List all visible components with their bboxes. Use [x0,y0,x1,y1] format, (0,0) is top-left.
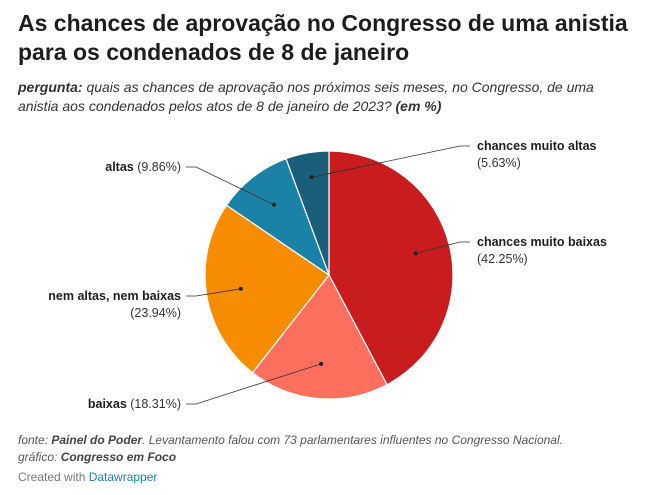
pie-chart: chances muito baixas (42.25%) baixas (18.3… [48,139,607,411]
pie-slice-baixas [251,273,388,400]
leader-line [186,166,275,206]
slice-label-name: chances muito baixas [477,235,607,249]
datawrapper-link[interactable]: Datawrapper [88,470,158,484]
chart-title: As chances de aprovação no Congresso de … [18,10,628,65]
leader-dot [272,202,276,207]
leader-dot [319,361,324,366]
chart-notes: fonte: Painel do Poder. Levantamento fal… [18,432,643,466]
leader-line [186,363,322,405]
datawrapper-credit: Created with Datawrapper [18,470,158,484]
graphic-author: Congresso em Foco [60,450,177,464]
subtitle-text: quais as chances de aprovação nos próxim… [18,79,594,114]
slice-label-value: (5.63%) [477,156,521,170]
leader-dot [413,251,418,256]
chart-subtitle: pergunta: quais as chances de aprovação … [18,78,638,116]
pie-slice-chances-muito-altas [285,150,330,276]
slice-label: altas (9.86%) [105,160,181,174]
slice-label-name: chances muito altas [477,139,597,153]
slice-label-name: nem altas, nem baixas [48,289,181,303]
subtitle-lead: pergunta: [18,79,83,95]
slice-label-value: (42.25%) [477,252,528,266]
source-name: Painel do Poder [51,433,143,447]
leader-dot [238,286,243,291]
pie-slice-altas [225,157,331,277]
source-line: fonte: Painel do Poder. Levantamento fal… [18,433,563,447]
slice-label-value: (23.94%) [130,306,181,320]
subtitle-unit: (em %) [391,98,442,114]
leader-dot [309,175,314,180]
leader-line [186,288,241,297]
leader-line [415,241,470,254]
slice-label: baixas (18.31%) [88,397,181,411]
graphic-line: gráfico: Congresso em Foco [18,450,177,464]
leader-line [311,145,470,178]
